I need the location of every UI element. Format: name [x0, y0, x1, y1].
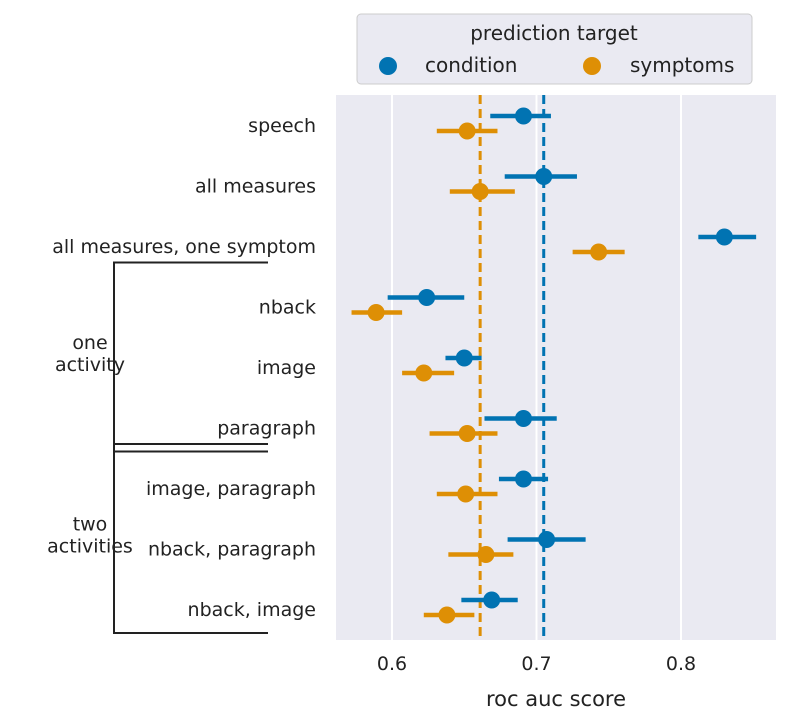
category-label: all measures — [195, 176, 316, 198]
point-condition — [514, 107, 532, 125]
point-symptoms — [471, 183, 489, 200]
x-tick-label: 0.7 — [521, 653, 551, 675]
group-label: two — [73, 514, 108, 536]
point-symptoms — [415, 364, 433, 382]
x-tick-labels: 0.6 0.7 0.8 — [377, 653, 696, 675]
category-label: speech — [248, 115, 316, 137]
group-bracket — [113, 443, 268, 634]
point-condition — [535, 168, 553, 185]
group-label: one — [72, 332, 107, 354]
legend-title: prediction target — [470, 21, 638, 45]
gridlines — [391, 95, 682, 640]
legend-marker-condition — [379, 57, 397, 75]
point-condition — [715, 228, 733, 246]
point-symptoms — [477, 546, 495, 563]
point-condition — [514, 410, 532, 427]
category-label: nback, image — [188, 599, 316, 621]
legend: prediction target condition symptoms — [356, 13, 753, 85]
legend-label-symptoms: symptoms — [630, 53, 734, 77]
category-label: nback — [259, 297, 316, 319]
category-labels: speech all measures all measures, one symp… — [52, 115, 316, 621]
point-symptoms — [458, 122, 476, 140]
point-symptoms — [457, 485, 475, 503]
point-condition — [538, 531, 556, 548]
data-marks — [351, 107, 757, 624]
legend-box — [356, 13, 753, 85]
legend-marker-symptoms — [583, 57, 601, 75]
x-axis-title: roc auc score — [486, 687, 626, 711]
x-tick-label: 0.6 — [377, 653, 407, 675]
point-symptoms — [367, 304, 385, 321]
point-condition — [514, 470, 532, 488]
group-bracket — [113, 261, 268, 453]
point-symptoms — [590, 243, 608, 261]
plot-background — [336, 95, 776, 640]
legend-label-condition: condition — [425, 53, 517, 77]
point-symptoms — [438, 606, 456, 624]
category-label: image, paragraph — [146, 478, 316, 500]
x-tick-label: 0.8 — [666, 653, 696, 675]
category-label: paragraph — [217, 418, 316, 440]
point-symptoms — [458, 425, 476, 442]
category-label: all measures, one symptom — [52, 236, 316, 258]
category-label: image — [257, 357, 316, 379]
category-label: nback, paragraph — [148, 539, 316, 561]
group-label: activities — [47, 536, 133, 558]
point-condition — [455, 349, 473, 367]
point-condition — [483, 591, 501, 609]
group-label: activity — [55, 354, 125, 376]
point-condition — [418, 289, 436, 306]
